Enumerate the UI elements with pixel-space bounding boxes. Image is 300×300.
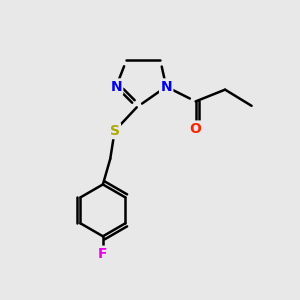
Text: O: O: [190, 122, 202, 136]
Text: N: N: [110, 80, 122, 94]
Text: S: S: [110, 124, 120, 138]
Text: N: N: [160, 80, 172, 94]
Text: F: F: [98, 247, 108, 261]
